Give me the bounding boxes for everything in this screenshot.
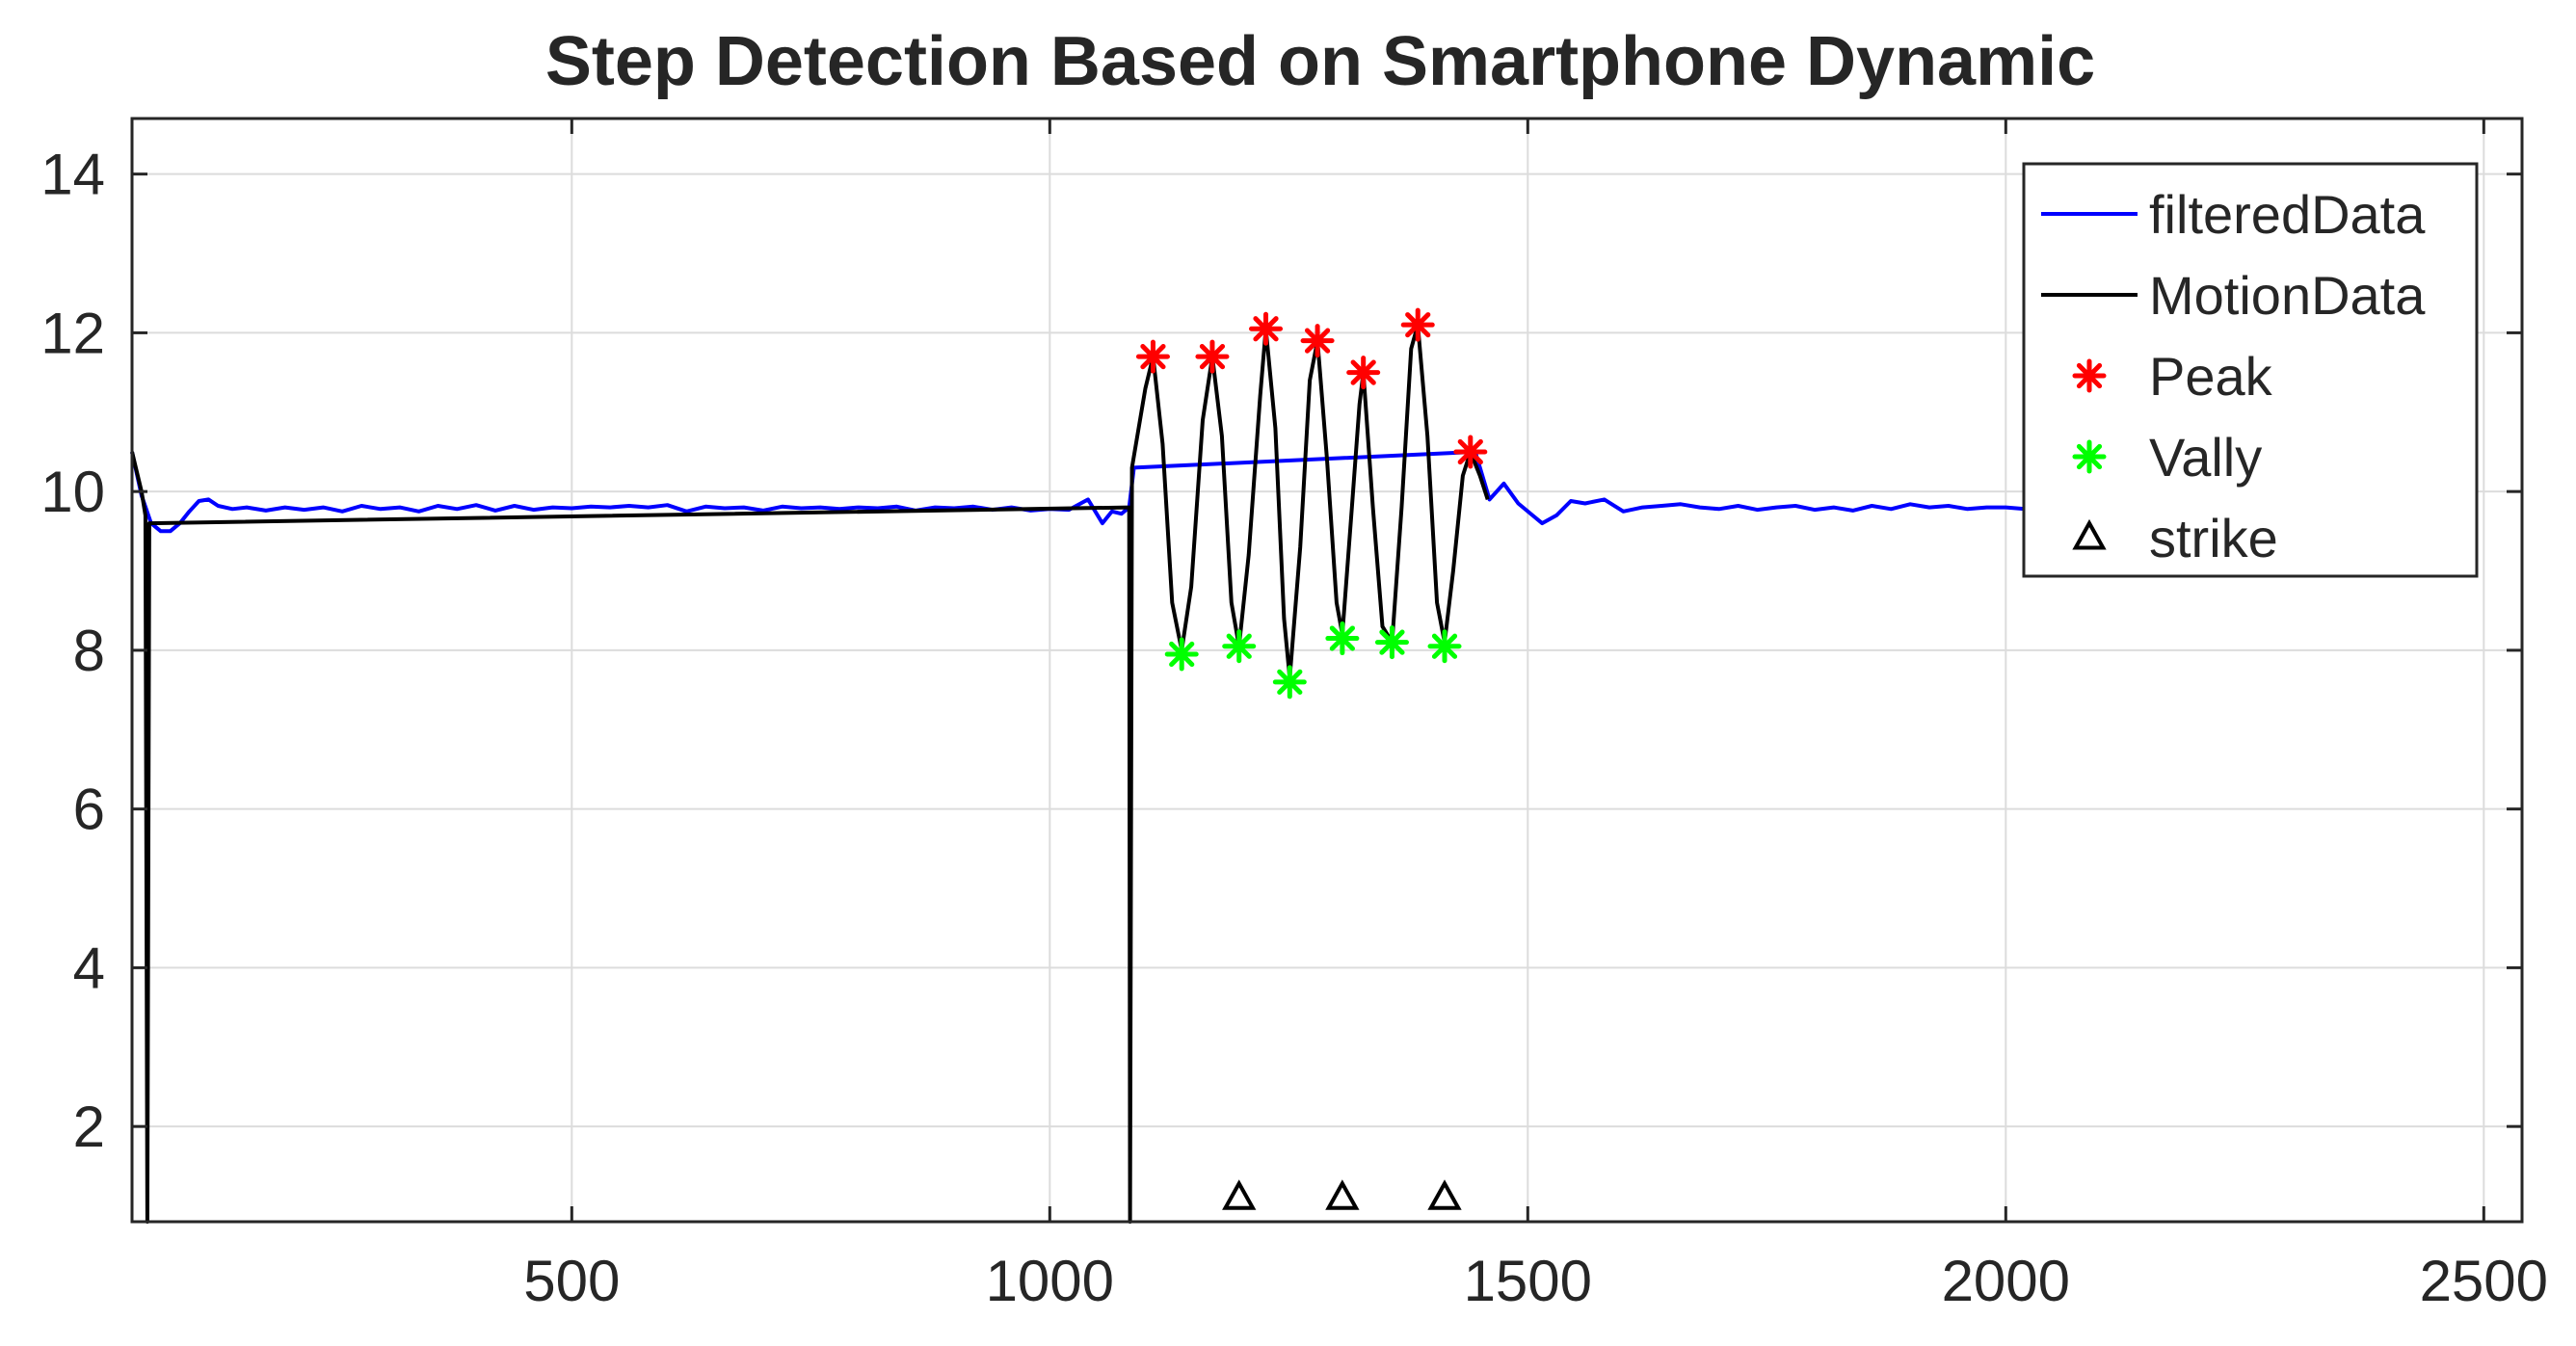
legend-swatch: [2072, 439, 2107, 474]
series-strike-point: [1427, 1179, 1462, 1210]
x-tick-label: 500: [523, 1249, 620, 1313]
legend-entry: Peak: [2072, 346, 2273, 407]
legend-swatch: [2072, 358, 2107, 393]
axis-ticks: 500 1000 1500 2000 2500 2 4 6 8 10 12 14: [40, 119, 2548, 1313]
legend-label: MotionData: [2149, 265, 2426, 326]
y-tick-label: 10: [40, 460, 105, 524]
y-tick-label: 6: [73, 778, 105, 842]
series-peak-point: [1195, 339, 1230, 374]
series-strike-point: [1325, 1179, 1360, 1210]
legend-entry: Vally: [2072, 427, 2262, 488]
legend-label: Vally: [2149, 427, 2262, 488]
y-tick-label: 4: [73, 936, 105, 1000]
legend-entry: strike: [2072, 508, 2278, 568]
legend-entry: filteredData: [2041, 184, 2426, 245]
x-tick-label: 2500: [2420, 1249, 2548, 1313]
y-tick-label: 8: [73, 619, 105, 683]
series-peak-point: [1249, 311, 1284, 346]
x-tick-label: 1500: [1464, 1249, 1592, 1313]
series-vally-point: [1164, 637, 1199, 672]
legend-swatch: [2072, 518, 2107, 550]
plot-series: [130, 323, 2073, 1224]
chart-title: Step Detection Based on Smartphone Dynam…: [545, 23, 2095, 100]
y-tick-label: 12: [40, 301, 105, 365]
y-tick-label: 14: [40, 143, 105, 207]
legend-label: filteredData: [2149, 184, 2426, 245]
series-filtereddata-line: [130, 450, 2073, 534]
legend-label: strike: [2149, 508, 2278, 568]
series-peak-point: [1453, 435, 1488, 469]
legend-entry: MotionData: [2041, 265, 2426, 326]
plot-area-frame: [130, 117, 2524, 1224]
legend: filteredData MotionData Peak Vally strike: [2022, 162, 2479, 578]
series-peak-point: [1300, 324, 1335, 358]
legend-box: [2022, 162, 2479, 578]
series-peak-point: [1400, 307, 1435, 342]
series-vally-point: [1427, 629, 1462, 664]
x-tick-label: 2000: [1942, 1249, 2070, 1313]
legend-label: Peak: [2149, 346, 2273, 407]
series-motiondata-line: [130, 323, 1490, 1224]
series-strike-point: [1222, 1179, 1257, 1210]
series-vally-point: [1374, 625, 1409, 660]
y-tick-label: 2: [73, 1095, 105, 1159]
plot-markers: [1135, 307, 1488, 1210]
series-vally-point: [1325, 621, 1360, 656]
series-vally-point: [1272, 665, 1307, 699]
series-vally-point: [1222, 629, 1257, 664]
series-peak-point: [1346, 356, 1381, 390]
series-peak-point: [1135, 339, 1170, 374]
x-tick-label: 1000: [986, 1249, 1114, 1313]
